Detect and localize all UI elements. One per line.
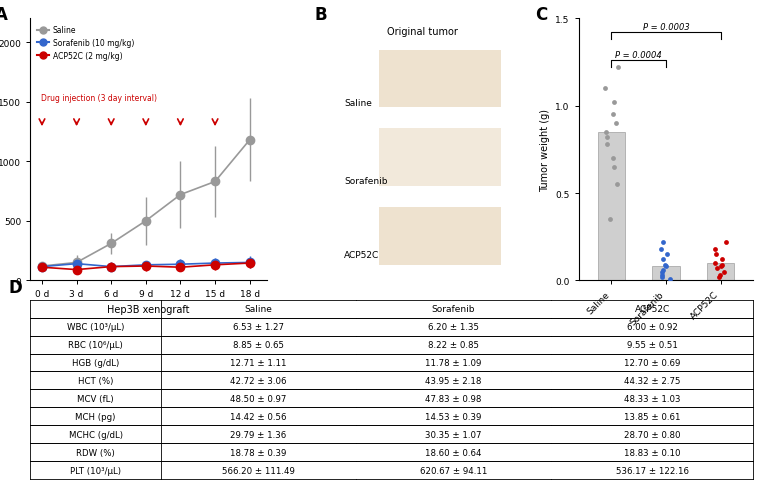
Text: 9.55 ± 0.51: 9.55 ± 0.51 <box>627 340 677 349</box>
Text: 6.53 ± 1.27: 6.53 ± 1.27 <box>233 322 284 332</box>
Point <box>715 263 727 271</box>
Text: MCV (fL): MCV (fL) <box>77 394 114 403</box>
Text: 536.17 ± 122.16: 536.17 ± 122.16 <box>616 466 689 475</box>
Point <box>658 256 670 264</box>
Text: Sorafenib: Sorafenib <box>431 304 475 314</box>
Text: Drug injection (3 day interval): Drug injection (3 day interval) <box>41 93 157 103</box>
Text: HGB (g/dL): HGB (g/dL) <box>72 358 119 367</box>
Text: 18.60 ± 0.64: 18.60 ± 0.64 <box>425 448 482 457</box>
Point <box>610 120 622 128</box>
Point <box>611 64 623 72</box>
Text: 43.95 ± 2.18: 43.95 ± 2.18 <box>425 376 482 385</box>
Text: 28.70 ± 0.80: 28.70 ± 0.80 <box>624 430 680 439</box>
Point <box>656 272 668 279</box>
Legend: Saline, Sorafenib (10 mg/kg), ACP52C (2 mg/kg): Saline, Sorafenib (10 mg/kg), ACP52C (2 … <box>34 23 137 64</box>
Text: 14.53 ± 0.39: 14.53 ± 0.39 <box>425 412 482 421</box>
Text: HCT (%): HCT (%) <box>78 376 113 385</box>
Point <box>600 141 613 149</box>
Point <box>661 263 673 271</box>
Point <box>659 261 671 269</box>
Point <box>708 245 721 253</box>
Text: 6.00 ± 0.92: 6.00 ± 0.92 <box>627 322 677 332</box>
Text: A: A <box>0 6 8 24</box>
Text: 14.42 ± 0.56: 14.42 ± 0.56 <box>230 412 286 421</box>
Text: RBC (10⁶/µL): RBC (10⁶/µL) <box>68 340 123 349</box>
Text: B: B <box>314 6 327 24</box>
Point <box>664 275 677 283</box>
Text: 47.83 ± 0.98: 47.83 ± 0.98 <box>425 394 482 403</box>
Point <box>718 268 731 276</box>
Text: 8.85 ± 0.65: 8.85 ± 0.65 <box>233 340 284 349</box>
Text: 6.20 ± 1.35: 6.20 ± 1.35 <box>428 322 479 332</box>
Point <box>714 272 726 279</box>
Point <box>608 164 620 171</box>
Text: ACP52C: ACP52C <box>344 250 379 259</box>
Point <box>607 155 619 163</box>
Text: 44.32 ± 2.75: 44.32 ± 2.75 <box>624 376 680 385</box>
Text: 13.85 ± 0.61: 13.85 ± 0.61 <box>624 412 680 421</box>
Point <box>608 99 620 107</box>
Text: 18.78 ± 0.39: 18.78 ± 0.39 <box>230 448 286 457</box>
Point <box>600 129 612 136</box>
Point <box>713 273 725 281</box>
Point <box>655 245 667 253</box>
Point <box>711 265 723 272</box>
Point <box>599 85 611 93</box>
Point <box>607 111 619 119</box>
Text: 8.22 ± 0.85: 8.22 ± 0.85 <box>428 340 479 349</box>
Text: WBC (10³/µL): WBC (10³/µL) <box>67 322 124 332</box>
X-axis label: Hep3B xenograft: Hep3B xenograft <box>107 304 190 314</box>
Point <box>656 273 668 281</box>
Text: P = 0.0004: P = 0.0004 <box>616 50 662 60</box>
Y-axis label: Tumor weight (g): Tumor weight (g) <box>540 108 549 192</box>
Bar <box>379 51 501 108</box>
Text: RDW (%): RDW (%) <box>76 448 115 457</box>
Bar <box>379 129 501 187</box>
Text: 30.35 ± 1.07: 30.35 ± 1.07 <box>425 430 482 439</box>
Bar <box>652 267 680 281</box>
Bar <box>707 263 734 281</box>
Text: 48.33 ± 1.03: 48.33 ± 1.03 <box>624 394 680 403</box>
Text: 18.83 ± 0.10: 18.83 ± 0.10 <box>624 448 680 457</box>
Text: C: C <box>535 6 547 24</box>
Point <box>656 268 668 276</box>
Bar <box>597 133 625 281</box>
Text: Saline: Saline <box>244 304 272 314</box>
Point <box>716 261 728 269</box>
Point <box>658 266 670 274</box>
Point <box>716 256 728 264</box>
Text: 42.72 ± 3.06: 42.72 ± 3.06 <box>230 376 286 385</box>
Point <box>721 239 733 246</box>
Point <box>708 259 721 267</box>
Text: PLT (10³/µL): PLT (10³/µL) <box>70 466 121 475</box>
Point <box>611 181 623 189</box>
Text: D: D <box>9 279 23 297</box>
Text: 29.79 ± 1.36: 29.79 ± 1.36 <box>230 430 286 439</box>
Text: 566.20 ± 111.49: 566.20 ± 111.49 <box>221 466 295 475</box>
Point <box>661 251 673 258</box>
Text: Original tumor: Original tumor <box>387 27 458 37</box>
Point <box>600 134 613 142</box>
Text: 620.67 ± 94.11: 620.67 ± 94.11 <box>419 466 487 475</box>
Text: MCH (pg): MCH (pg) <box>75 412 116 421</box>
Text: 12.70 ± 0.69: 12.70 ± 0.69 <box>624 358 680 367</box>
Text: P = 0.0003: P = 0.0003 <box>642 23 689 31</box>
Point <box>603 216 616 224</box>
Text: 11.78 ± 1.09: 11.78 ± 1.09 <box>425 358 482 367</box>
Point <box>710 251 722 258</box>
Text: Sorafenib: Sorafenib <box>344 177 387 186</box>
Text: Saline: Saline <box>344 99 372 107</box>
Point <box>658 239 670 246</box>
Text: MCHC (g/dL): MCHC (g/dL) <box>68 430 123 439</box>
Bar <box>379 208 501 265</box>
Text: 48.50 ± 0.97: 48.50 ± 0.97 <box>230 394 286 403</box>
Text: 12.71 ± 1.11: 12.71 ± 1.11 <box>230 358 286 367</box>
Text: ACP52C: ACP52C <box>635 304 670 314</box>
